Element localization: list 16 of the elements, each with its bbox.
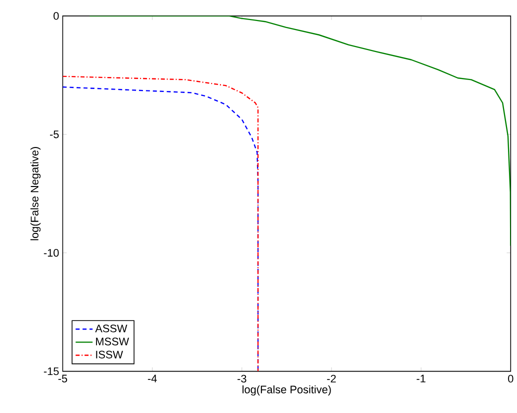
legend-label: ISSW xyxy=(96,350,123,358)
y-tick-label: -10 xyxy=(44,248,59,257)
x-tick-label: 0 xyxy=(508,374,514,382)
legend-label: ASSW xyxy=(95,324,128,332)
line-series xyxy=(89,16,511,246)
legend-label: MSSW xyxy=(96,338,130,346)
x-tick-label: -1 xyxy=(416,374,426,382)
x-tick-label: -3 xyxy=(238,374,246,382)
x-tick-label: -4 xyxy=(148,374,157,382)
y-tick-label: -15 xyxy=(44,367,59,376)
y-tick-label: -5 xyxy=(50,130,59,138)
y-axis-title: log(False Negative) xyxy=(30,146,41,240)
y-tick-label: 0 xyxy=(54,12,59,20)
x-tick-label: -2 xyxy=(327,374,336,382)
x-tick-label: -5 xyxy=(58,374,68,382)
x-axis-title: log(False Positive) xyxy=(242,385,331,396)
